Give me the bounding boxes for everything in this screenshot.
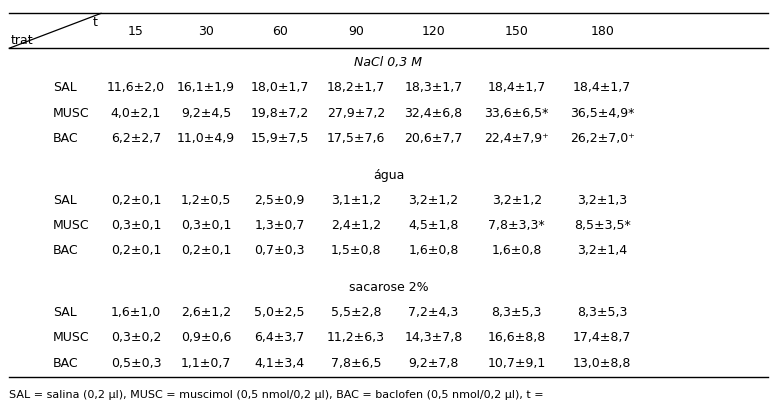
Text: SAL: SAL (53, 81, 77, 94)
Text: 0,3±0,1: 0,3±0,1 (111, 218, 161, 231)
Text: 19,8±7,2: 19,8±7,2 (251, 106, 308, 119)
Text: 0,9±0,6: 0,9±0,6 (181, 330, 231, 344)
Text: 15,9±7,5: 15,9±7,5 (250, 132, 309, 145)
Text: 4,0±2,1: 4,0±2,1 (111, 106, 161, 119)
Text: 33,6±6,5*: 33,6±6,5* (485, 106, 549, 119)
Text: 8,5±3,5*: 8,5±3,5* (573, 218, 631, 231)
Text: BAC: BAC (53, 244, 78, 257)
Text: 36,5±4,9*: 36,5±4,9* (570, 106, 634, 119)
Text: 18,4±1,7: 18,4±1,7 (488, 81, 545, 94)
Text: 30: 30 (198, 25, 214, 38)
Text: 9,2±4,5: 9,2±4,5 (181, 106, 231, 119)
Text: 1,3±0,7: 1,3±0,7 (255, 218, 305, 231)
Text: 5,5±2,8: 5,5±2,8 (331, 305, 381, 318)
Text: 0,2±0,1: 0,2±0,1 (181, 244, 231, 257)
Text: 7,8±3,3*: 7,8±3,3* (489, 218, 545, 231)
Text: 26,2±7,0⁺: 26,2±7,0⁺ (570, 132, 635, 145)
Text: 4,5±1,8: 4,5±1,8 (409, 218, 458, 231)
Text: 13,0±8,8: 13,0±8,8 (573, 356, 632, 369)
Text: 20,6±7,7: 20,6±7,7 (404, 132, 463, 145)
Text: MUSC: MUSC (53, 106, 89, 119)
Text: água: água (373, 168, 404, 181)
Text: 3,2±1,4: 3,2±1,4 (577, 244, 627, 257)
Text: 5,0±2,5: 5,0±2,5 (255, 305, 305, 318)
Text: 11,0±4,9: 11,0±4,9 (177, 132, 235, 145)
Text: 120: 120 (422, 25, 445, 38)
Text: 18,2±1,7: 18,2±1,7 (327, 81, 385, 94)
Text: BAC: BAC (53, 356, 78, 369)
Text: 22,4±7,9⁺: 22,4±7,9⁺ (484, 132, 549, 145)
Text: 1,2±0,5: 1,2±0,5 (181, 193, 231, 206)
Text: 2,6±1,2: 2,6±1,2 (181, 305, 231, 318)
Text: 1,6±0,8: 1,6±0,8 (492, 244, 542, 257)
Text: 150: 150 (505, 25, 528, 38)
Text: 7,2±4,3: 7,2±4,3 (409, 305, 458, 318)
Text: 10,7±9,1: 10,7±9,1 (488, 356, 545, 369)
Text: 8,3±5,3: 8,3±5,3 (492, 305, 542, 318)
Text: 16,6±8,8: 16,6±8,8 (488, 330, 545, 344)
Text: 3,2±1,2: 3,2±1,2 (409, 193, 458, 206)
Text: 32,4±6,8: 32,4±6,8 (405, 106, 462, 119)
Text: NaCl 0,3 M: NaCl 0,3 M (354, 56, 423, 69)
Text: SAL = salina (0,2 μl), MUSC = muscimol (0,5 nmol/0,2 μl), BAC = baclofen (0,5 nm: SAL = salina (0,2 μl), MUSC = muscimol (… (9, 389, 544, 399)
Text: 3,2±1,2: 3,2±1,2 (492, 193, 542, 206)
Text: 18,3±1,7: 18,3±1,7 (405, 81, 462, 94)
Text: BAC: BAC (53, 132, 78, 145)
Text: 3,1±1,2: 3,1±1,2 (331, 193, 381, 206)
Text: 7,8±6,5: 7,8±6,5 (331, 356, 381, 369)
Text: 15: 15 (128, 25, 144, 38)
Text: 0,3±0,1: 0,3±0,1 (181, 218, 231, 231)
Text: 1,6±1,0: 1,6±1,0 (111, 305, 161, 318)
Text: 2,4±1,2: 2,4±1,2 (331, 218, 381, 231)
Text: MUSC: MUSC (53, 218, 89, 231)
Text: 2,5±0,9: 2,5±0,9 (255, 193, 305, 206)
Text: SAL: SAL (53, 305, 77, 318)
Text: 1,5±0,8: 1,5±0,8 (331, 244, 381, 257)
Text: 180: 180 (591, 25, 614, 38)
Text: 0,7±0,3: 0,7±0,3 (255, 244, 305, 257)
Text: 27,9±7,2: 27,9±7,2 (327, 106, 385, 119)
Text: 16,1±1,9: 16,1±1,9 (177, 81, 235, 94)
Text: SAL: SAL (53, 193, 77, 206)
Text: 0,2±0,1: 0,2±0,1 (111, 193, 161, 206)
Text: 1,1±0,7: 1,1±0,7 (181, 356, 231, 369)
Text: 11,2±6,3: 11,2±6,3 (327, 330, 385, 344)
Text: 90: 90 (348, 25, 364, 38)
Text: 14,3±7,8: 14,3±7,8 (405, 330, 462, 344)
Text: 9,2±7,8: 9,2±7,8 (409, 356, 458, 369)
Text: trat: trat (11, 34, 33, 47)
Text: 1,6±0,8: 1,6±0,8 (409, 244, 458, 257)
Text: 60: 60 (272, 25, 287, 38)
Text: 8,3±5,3: 8,3±5,3 (577, 305, 627, 318)
Text: 0,3±0,2: 0,3±0,2 (111, 330, 161, 344)
Text: 18,0±1,7: 18,0±1,7 (250, 81, 309, 94)
Text: 18,4±1,7: 18,4±1,7 (573, 81, 631, 94)
Text: 17,4±8,7: 17,4±8,7 (573, 330, 632, 344)
Text: 6,2±2,7: 6,2±2,7 (111, 132, 161, 145)
Text: t: t (92, 16, 97, 29)
Text: 6,4±3,7: 6,4±3,7 (255, 330, 305, 344)
Text: 0,2±0,1: 0,2±0,1 (111, 244, 161, 257)
Text: 3,2±1,3: 3,2±1,3 (577, 193, 627, 206)
Text: 11,6±2,0: 11,6±2,0 (107, 81, 165, 94)
Text: 0,5±0,3: 0,5±0,3 (111, 356, 161, 369)
Text: sacarose 2%: sacarose 2% (349, 280, 428, 293)
Text: MUSC: MUSC (53, 330, 89, 344)
Text: 17,5±7,6: 17,5±7,6 (326, 132, 385, 145)
Text: 4,1±3,4: 4,1±3,4 (255, 356, 305, 369)
